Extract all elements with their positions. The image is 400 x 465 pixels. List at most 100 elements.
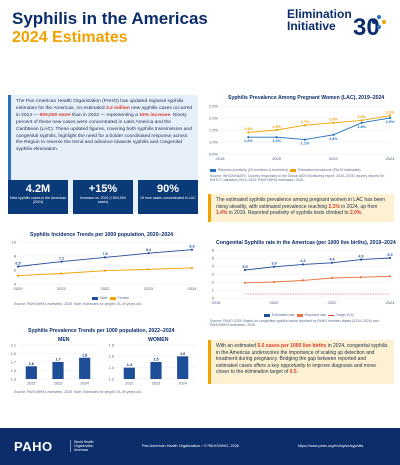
data-point: [303, 124, 307, 127]
x-tick-label: 2022: [328, 300, 338, 305]
preg-chart-title: Syphilis Prevalence Among Pregnant Women…: [228, 95, 385, 101]
legend-swatch-male: [92, 296, 98, 300]
bar: [25, 366, 37, 379]
x-tick-label: 2022: [27, 382, 35, 386]
x-tick-label: 2018: [212, 300, 222, 305]
bar-value-label: 1.8: [82, 353, 87, 357]
congenital-chart-note: Source: PAHO 2025. Based on congenital s…: [210, 319, 379, 328]
legend-swatch-reported: [210, 168, 216, 172]
legend-estimated: Estimated prevalence (PAHO estimates): [297, 168, 361, 172]
intro-highlight-cases: 4.2 million: [105, 105, 130, 111]
logo-number: 30: [353, 14, 380, 41]
bar: [123, 367, 135, 379]
y-tick-label: 1.8: [109, 343, 114, 347]
data-point: [60, 272, 63, 275]
y-tick-label: 2.0%: [209, 115, 219, 120]
y-tick-label: 6: [14, 267, 17, 272]
bar-value-label: 1.4: [127, 363, 133, 367]
y-tick-label: 1.5: [11, 369, 16, 373]
data-point: [275, 128, 278, 132]
paho-logo: PAHO: [14, 439, 53, 454]
legend-swatch-estimated: [289, 168, 296, 172]
page-title: Syphilis in the Americas: [12, 9, 208, 28]
data-label: 2.0%: [386, 120, 395, 124]
footer: PAHO World Health Organization Americas …: [0, 428, 400, 465]
preg-chart: 0.5% 1.0% 1.5% 2.0% 2.5% 2018 2020 2022 2024 1.2%…: [209, 103, 395, 161]
data-point: [190, 266, 194, 269]
y-tick-label: 2.5%: [209, 103, 219, 108]
y-tick-label: 1.4: [109, 366, 114, 370]
x-tick-label: 2020: [272, 156, 282, 161]
bar-value-label: 1.6: [29, 362, 34, 366]
stat-value: 90%: [156, 183, 180, 195]
hl-a-red: 2.1%: [328, 203, 340, 210]
series-line: [248, 117, 391, 141]
stat-label: Of new cases concentrated in LAC: [140, 196, 196, 200]
logo-line1: Elimination: [287, 7, 352, 21]
y-tick-label: 1.5%: [209, 127, 219, 132]
data-point: [272, 265, 276, 268]
data-point: [301, 279, 305, 282]
incidence-chart-title: Syphilis Incidence Trends per 1000 popul…: [30, 232, 174, 238]
data-label: 6.5: [15, 261, 20, 265]
y-tick-label: 4: [14, 281, 17, 286]
prevalence-chart-title: Syphilis Prevalence Trends per 1000 popu…: [28, 328, 175, 334]
hl2-c: .: [296, 369, 298, 376]
data-point: [301, 263, 305, 266]
data-point: [243, 281, 247, 284]
y-tick-label: 1.0%: [209, 139, 219, 144]
data-label: 1.3%: [329, 137, 338, 141]
women-label: WOMEN: [148, 337, 169, 343]
hl-c: in 2019. Reported positivity of syphilis…: [227, 210, 350, 217]
x-tick-label: 2022: [101, 286, 111, 291]
data-label: 1.9%: [357, 115, 366, 119]
data-label: 1.2%: [272, 139, 281, 143]
data-label: 4.4: [329, 258, 335, 262]
data-point: [16, 265, 20, 268]
data-label: 3.9: [271, 262, 276, 266]
x-tick-label: 2024: [188, 286, 198, 291]
intro-p4: . Ninety percent of these new cases were…: [16, 112, 192, 153]
y-tick-label: 6: [212, 247, 215, 252]
intro-p3: than in 2022 — representing a: [70, 112, 140, 118]
data-label: 4.4: [300, 259, 306, 263]
bar-value-label: 1.6: [180, 352, 185, 356]
congenital-legend: Estimated rate Reported rate Target (0.5…: [264, 313, 354, 317]
footer-url[interactable]: https://www.paho.org/en/topics/syphilis: [298, 444, 364, 448]
stat-value: 4.2M: [25, 183, 51, 195]
y-tick-label: 1.6: [109, 355, 114, 359]
hl2-b: in 2024, congenital syphilis in the Amer…: [216, 343, 388, 376]
legend-swatch-estimated-rate: [264, 313, 270, 317]
legend-swatch-reported-rate: [296, 313, 303, 317]
data-label: 1.7%: [301, 120, 310, 124]
who-logo: World Health Organization Americas: [70, 440, 98, 452]
intro-p1: The Pan American Health Organization (PA…: [16, 99, 184, 111]
intro-text: The Pan American Health Organization (PA…: [8, 95, 198, 213]
legend-male: Male: [100, 296, 108, 300]
hl-a: The estimated syphilis prevalence among …: [216, 197, 385, 210]
data-point: [330, 276, 334, 280]
intro-highlight-increase: 15% increase: [139, 112, 171, 118]
legend-estimated-rate: Estimated rate: [272, 313, 295, 317]
hl2-a-red: 5.0 cases per 1000 live births: [257, 343, 327, 349]
footer-credit: Pan American Health Organization • © PAH…: [142, 444, 239, 448]
data-point: [272, 280, 276, 284]
elimination-initiative-logo: Elimination Initiative 30: [287, 8, 387, 48]
y-tick-label: 10: [12, 239, 17, 244]
data-point: [388, 114, 392, 117]
hl2-a: With an estimated: [216, 343, 258, 349]
congenital-chart: 0 1 2 3 4 5 6 2018 2020 2022 2024 3.5 3.9 4.4 4.4 4.9 5.…: [212, 247, 396, 305]
incidence-legend: Male Female: [92, 296, 129, 300]
data-point: [332, 121, 335, 124]
incidence-chart-note: Source: PAHO/WHO estimates, 2025. Note: …: [14, 302, 142, 306]
stat-card: +15% Increase vs. 2022 (+500,000 cases): [73, 180, 133, 214]
data-point: [332, 133, 335, 136]
legend-reported: Reported positivity (29 countries & terr…: [218, 168, 289, 172]
women-bar-chart: 1.2 1.4 1.6 1.8 1.4 2022 1.5 2023 1.6 2024: [109, 343, 196, 386]
data-point: [147, 252, 150, 255]
series-line: [244, 257, 391, 271]
y-tick-label: 1.2: [109, 377, 114, 381]
data-point: [147, 268, 150, 271]
data-label: 5.0: [387, 253, 392, 257]
data-point: [330, 261, 334, 264]
